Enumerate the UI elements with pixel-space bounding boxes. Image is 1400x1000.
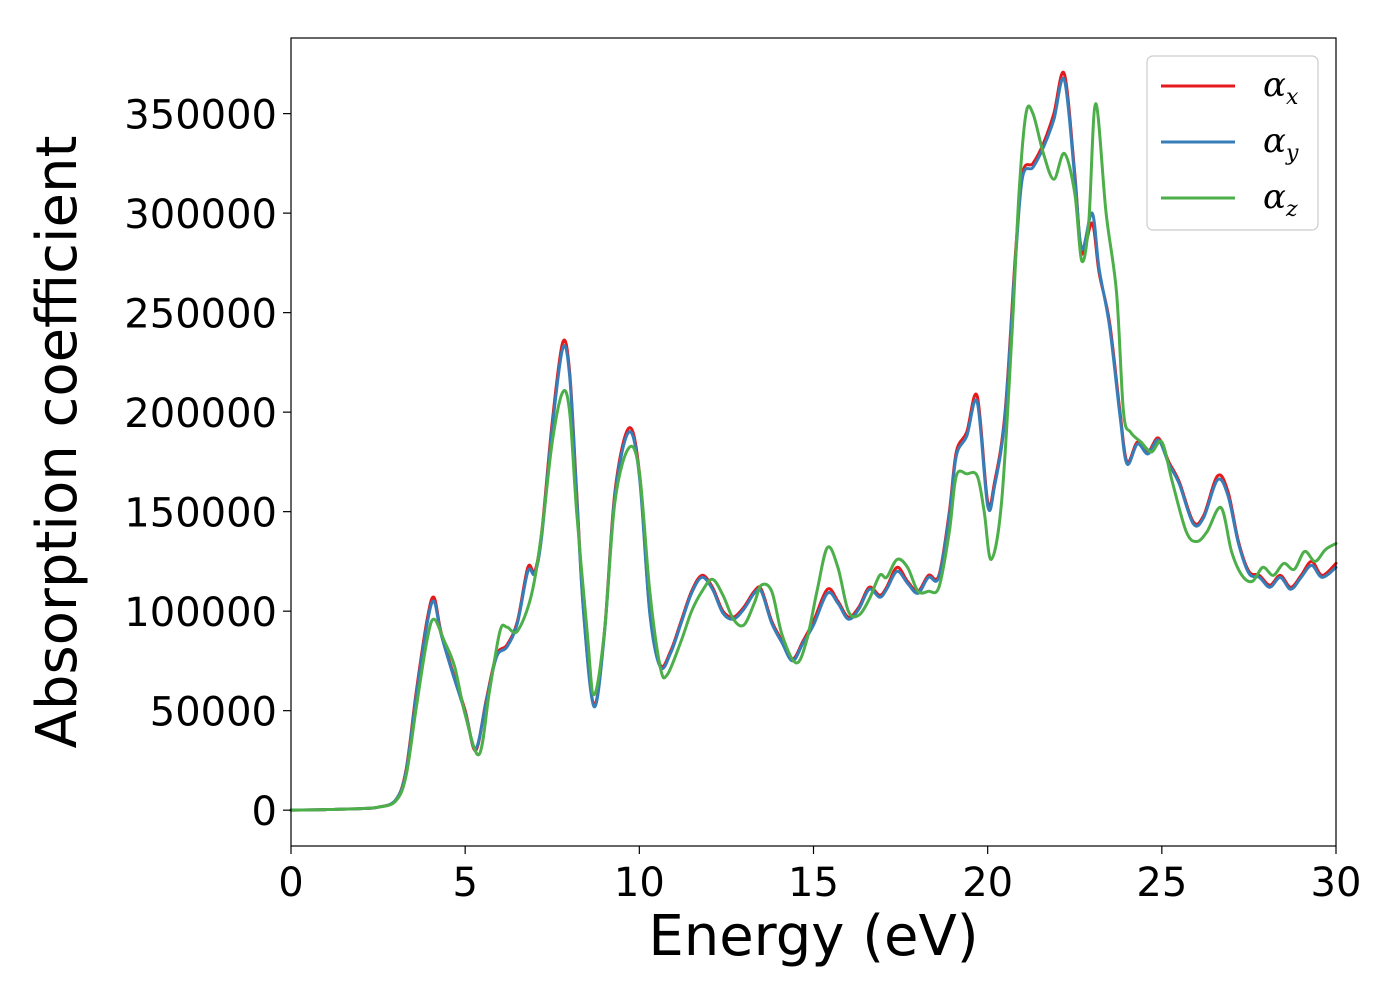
x-tick-label: 30 bbox=[1311, 860, 1362, 906]
y-tick-label: 350000 bbox=[124, 93, 277, 139]
y-axis: 0 50000 100000 150000 200000 250000 300000 3500… bbox=[124, 93, 291, 835]
y-tick-label: 300000 bbox=[124, 192, 277, 238]
series-line-alpha-z bbox=[289, 102, 1338, 812]
y-tick-label: 200000 bbox=[124, 391, 277, 437]
x-axis-title: Energy (eV) bbox=[648, 904, 978, 969]
x-tick-label: 20 bbox=[962, 860, 1013, 906]
x-axis: 0 5 10 15 20 25 30 bbox=[278, 846, 1361, 906]
legend-label: αx bbox=[1263, 65, 1299, 110]
series-layer bbox=[289, 70, 1338, 812]
y-tick-label: 0 bbox=[252, 789, 277, 835]
legend: αx αy αz bbox=[1146, 55, 1319, 231]
x-tick-label: 25 bbox=[1136, 860, 1187, 906]
x-tick-label: 0 bbox=[278, 860, 303, 906]
y-tick-label: 250000 bbox=[124, 292, 277, 338]
y-axis-title: Absorption coefficient bbox=[25, 136, 90, 749]
legend-label: αz bbox=[1263, 177, 1298, 222]
legend-label: αy bbox=[1263, 121, 1299, 166]
y-tick-label: 50000 bbox=[150, 690, 277, 736]
y-tick-label: 150000 bbox=[124, 491, 277, 537]
x-tick-label: 15 bbox=[788, 860, 839, 906]
x-tick-label: 5 bbox=[452, 860, 477, 906]
y-tick-label: 100000 bbox=[124, 590, 277, 636]
series-line-alpha-y bbox=[289, 76, 1338, 812]
x-tick-label: 10 bbox=[614, 860, 665, 906]
